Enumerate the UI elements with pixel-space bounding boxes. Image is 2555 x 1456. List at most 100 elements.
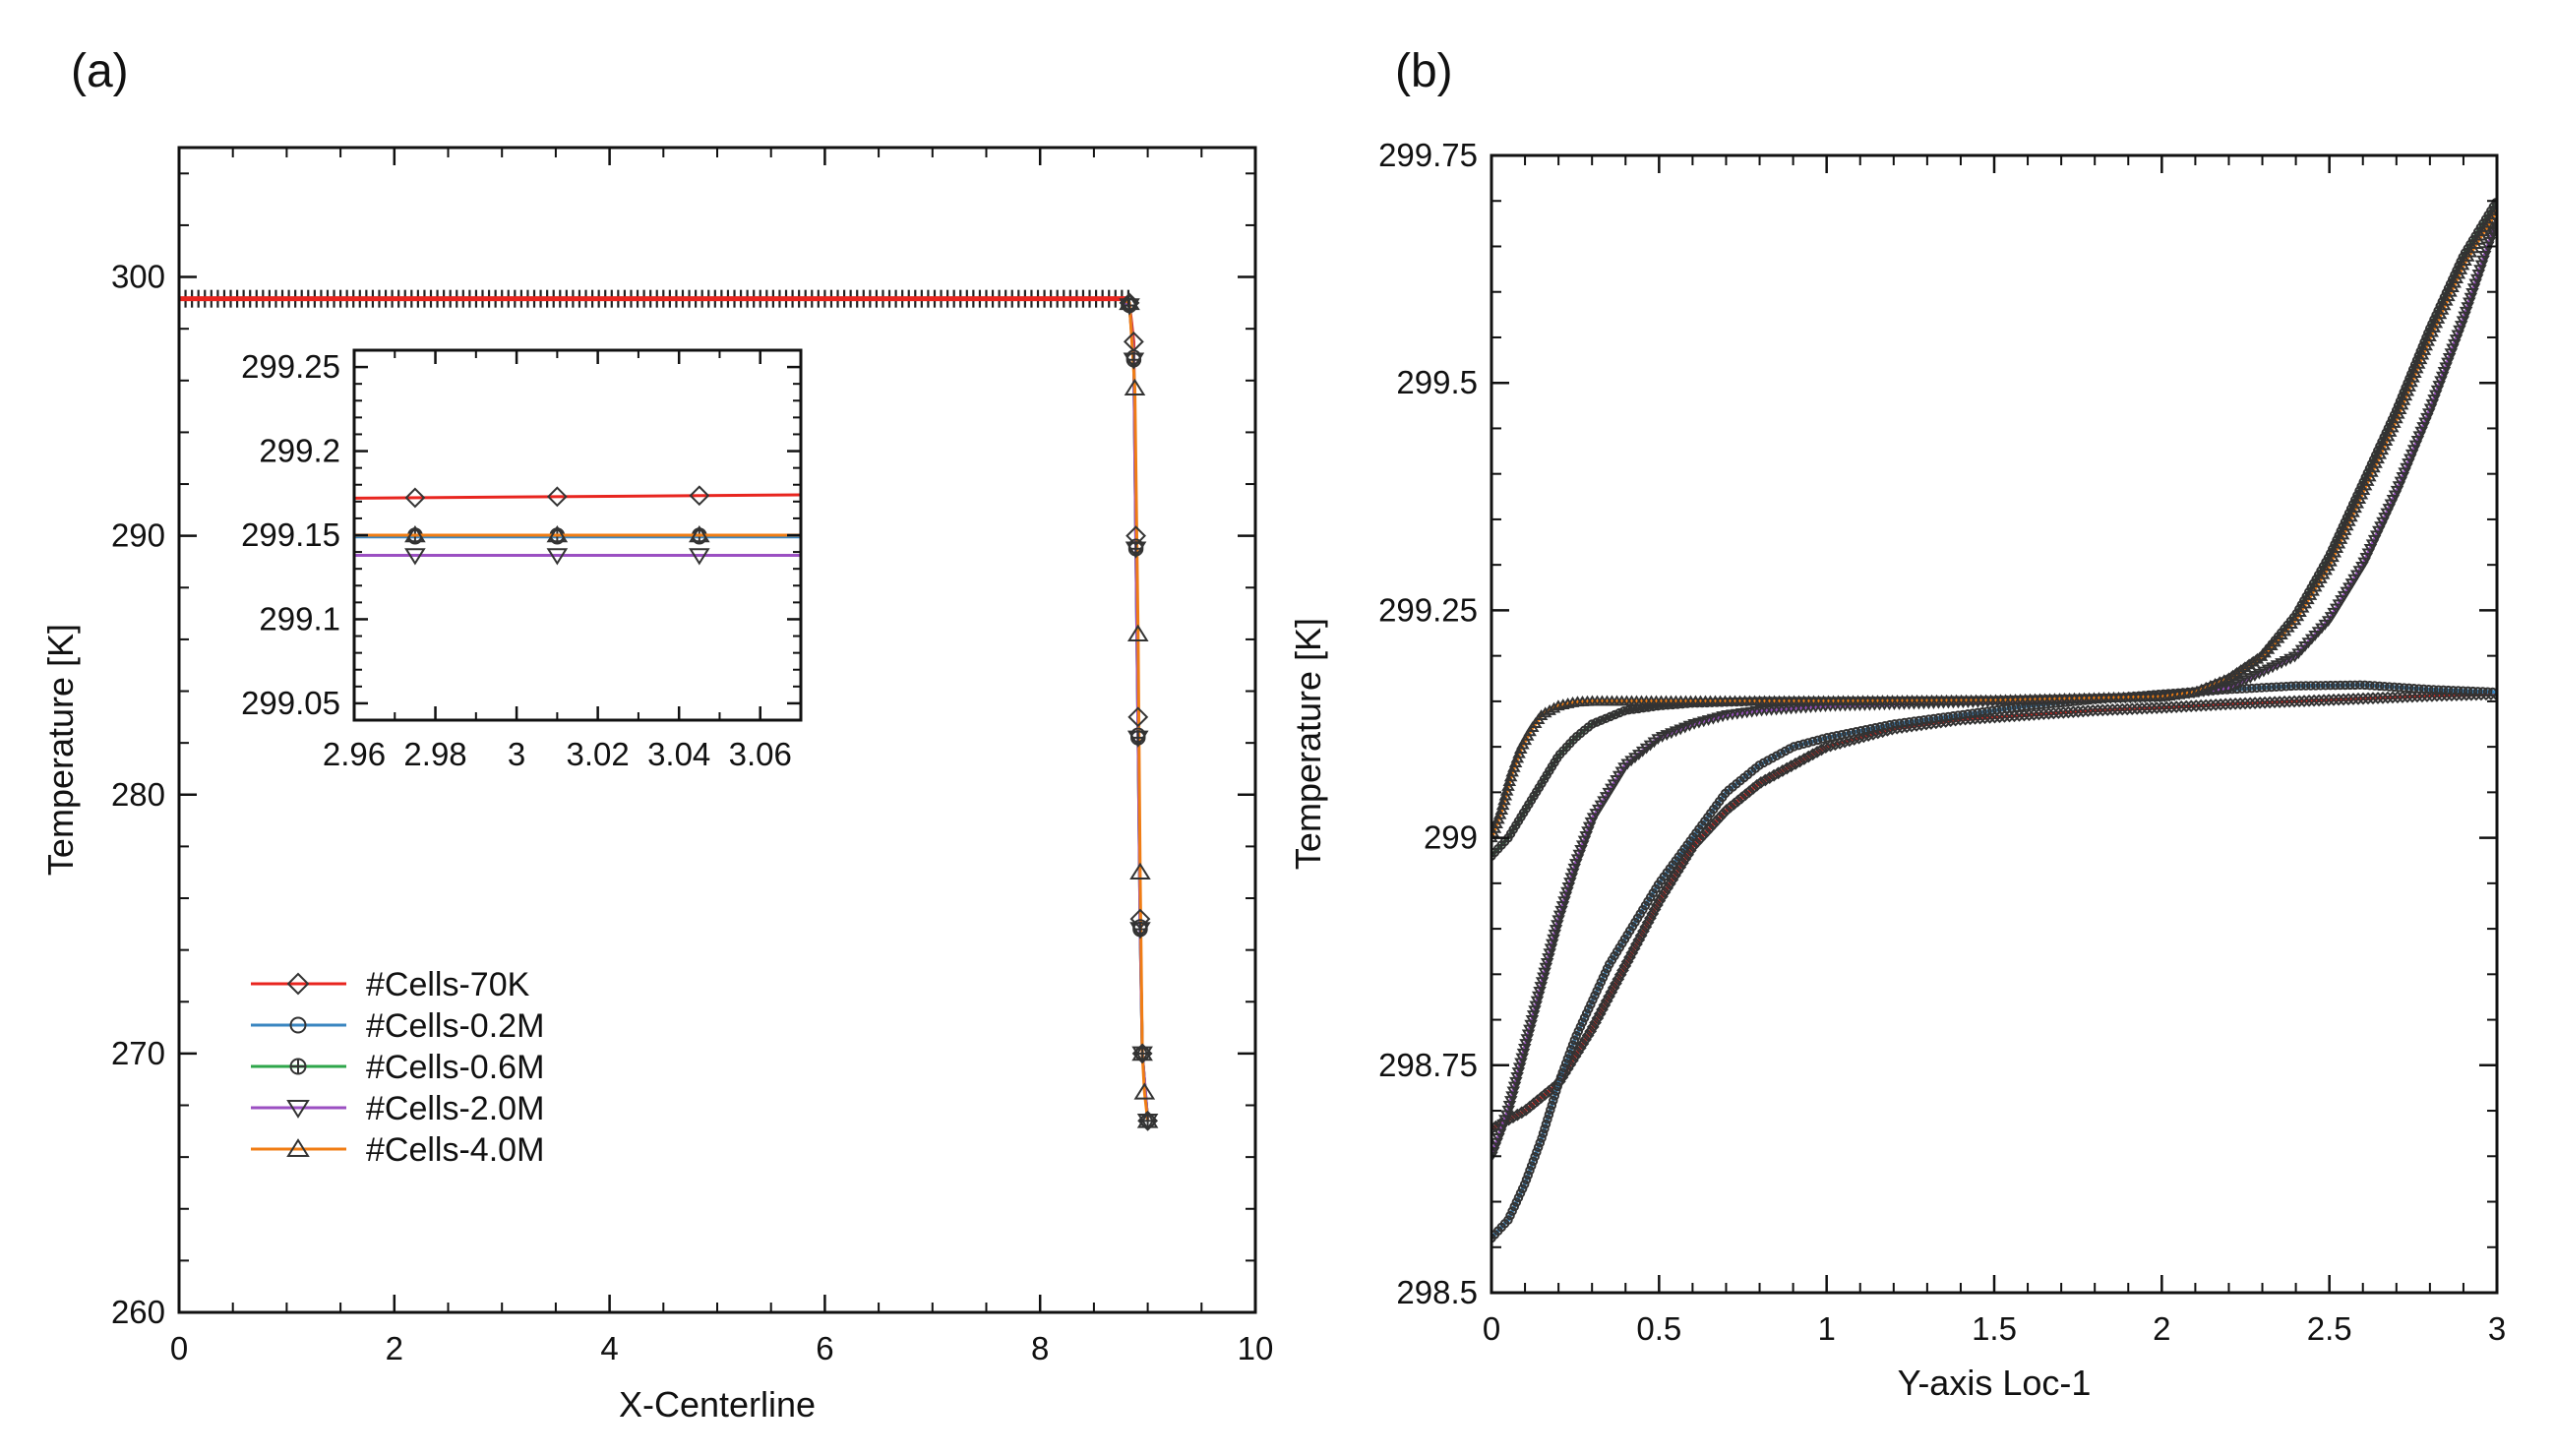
panel-b-marker-cells-70k (2307, 694, 2321, 707)
panel-b-marker-cells-70k (2405, 690, 2419, 703)
panel-b-marker-cells-0-2m (1588, 995, 1598, 1005)
panel-b-marker-cells-0-2m (2433, 685, 2444, 695)
inset-x-tick-label: 2.98 (403, 736, 466, 772)
panel-b-y-tick-label: 299.25 (1378, 591, 1478, 628)
panel-b-marker-cells-70k (1734, 791, 1748, 805)
panel-b-marker-cells-70k (2204, 698, 2218, 712)
legend-label: #Cells-2.0M (366, 1090, 544, 1127)
panel-b-marker-cells-0-2m (1904, 717, 1915, 727)
panel-b-marker-cells-70k (2028, 707, 2040, 721)
panel-b-plot-frame (1490, 153, 2499, 1295)
panel-b-marker-cells-70k (1814, 743, 1828, 757)
panel-b-marker-cells-0-2m (1953, 710, 1963, 720)
panel-b-marker-cells-0-2m (1562, 1054, 1573, 1063)
panel-b-marker-cells-4-0m (2246, 655, 2261, 667)
panel-b-marker-cells-70k (2209, 698, 2222, 711)
panel-b-marker-cells-70k (1666, 873, 1679, 886)
panel-a-x-tick-label: 0 (170, 1330, 188, 1366)
panel-b-marker-cells-4-0m (2221, 672, 2236, 684)
inset-y-tick-label: 299.05 (241, 685, 340, 721)
panel-b-marker-cells-0-2m (1532, 1147, 1542, 1157)
panel-b-x-axis-label: Y-axis Loc-1 (1898, 1363, 2092, 1403)
legend-item-cells-70k: #Cells-70K (251, 966, 530, 1003)
panel-b-marker-cells-0-2m (2408, 684, 2419, 694)
panel-b-marker-cells-0-2m (1513, 1192, 1524, 1203)
panel-b-label: (b) (1395, 45, 1453, 97)
panel-b-marker-cells-70k (2071, 704, 2085, 718)
panel-b-marker-cells-70k (2033, 707, 2045, 721)
panel-b-marker-cells-70k (2081, 704, 2095, 718)
panel-b-marker-cells-0-2m (2394, 682, 2404, 693)
panel-b-marker-cells-70k (1535, 1091, 1548, 1105)
panel-b-marker-cells-70k (2046, 706, 2060, 720)
panel-b-marker-cells-0-2m (2403, 683, 2414, 694)
panel-a-y-tick-label: 280 (111, 776, 165, 813)
panel-b-marker-cells-70k (2327, 693, 2341, 706)
panel-b-marker-cells-70k (2096, 703, 2109, 717)
panel-b-marker-cells-4-0m (2242, 658, 2256, 670)
panel-b-marker-cells-0-2m (1600, 968, 1611, 978)
panel-b-marker-cells-70k (2425, 689, 2439, 702)
panel-a-x-axis-label: X-Centerline (619, 1384, 816, 1425)
panel-b-marker-cells-0-2m (2272, 682, 2281, 692)
panel-b-marker-cells-70k (1767, 768, 1781, 782)
panel-b-marker-cells-0-2m (2463, 686, 2473, 697)
panel-b-marker-cells-0-2m (1521, 1175, 1532, 1184)
panel-b-marker-cells-70k (2287, 695, 2301, 708)
inset-marker-cells-70k (689, 485, 710, 507)
panel-b-marker-cells-0-2m (2252, 683, 2262, 694)
panel-b-marker-cells-70k (2386, 691, 2400, 704)
legend-label: #Cells-70K (366, 966, 530, 1003)
panel-b-marker-cells-70k (2199, 698, 2213, 712)
panel-b-marker-cells-0-2m (2423, 685, 2434, 695)
panel-a-marker-cells-2-0m (1123, 352, 1145, 370)
panel-b-marker-cells-70k (2115, 702, 2129, 716)
panel-b-marker-cells-70k (2337, 693, 2350, 706)
panel-b-marker-cells-0-2m (1567, 1040, 1578, 1050)
inset-series-cells-4-0m (354, 525, 801, 543)
panel-b-marker-cells-0-2m (2438, 685, 2449, 696)
panel-b-marker-cells-70k (1519, 1103, 1533, 1117)
panel-b-marker-cells-70k (2164, 700, 2178, 714)
panel-b-marker-cells-70k (1819, 741, 1833, 755)
panel-b-marker-cells-0-2m (1552, 1081, 1562, 1092)
panel-b-marker-cells-70k (1724, 800, 1737, 814)
panel-a-x-tick-label: 8 (1031, 1330, 1049, 1366)
panel-b-marker-cells-0-2m (1592, 986, 1602, 997)
panel-b-marker-cells-0-2m (1519, 1180, 1530, 1189)
panel-a-plateau-markers (179, 289, 1130, 308)
inset-x-tick-label: 3 (508, 736, 525, 772)
panel-b-marker-cells-0-2m (1540, 1123, 1550, 1134)
inset-marker-cells-70k (546, 486, 568, 508)
panel-b-marker-cells-0-2m (1789, 742, 1799, 752)
panel-b-marker-cells-70k (2056, 705, 2070, 719)
panel-b-marker-cells-0-2m (1528, 1156, 1539, 1167)
panel-a-y-tick-label: 260 (111, 1294, 165, 1330)
panel-b-marker-cells-0-2m (2257, 683, 2267, 693)
panel-b-marker-cells-70k (2376, 691, 2390, 704)
panel-a-marker-cells-4-0m (1126, 624, 1149, 641)
panel-b-marker-cells-70k (1750, 778, 1764, 792)
panel-b-marker-cells-0-2m (2482, 687, 2493, 697)
panel-b-x-tick-label: 0 (1483, 1310, 1500, 1347)
panel-b-marker-cells-0-2m (2291, 681, 2301, 691)
panel-b-chart: (b) 0 0.5 1 1.5 2 2.5 3 298.5 298.75 299 299.25 299… (1288, 45, 2506, 1403)
panel-b-marker-cells-70k (2282, 695, 2296, 708)
panel-b-marker-cells-70k (2179, 699, 2193, 713)
panel-b-marker-cells-0-2m (1909, 716, 1919, 726)
panel-b-marker-cells-0-2m (1977, 707, 1987, 717)
panel-b-marker-cells-70k (2223, 698, 2237, 711)
panel-b-marker-cells-70k (1658, 885, 1672, 899)
panel-b-marker-cells-0-2m (1579, 1012, 1590, 1023)
panel-b-marker-cells-0-2m (2301, 681, 2311, 691)
panel-b-marker-cells-70k (2297, 695, 2311, 707)
panel-b-marker-cells-70k (1653, 894, 1667, 907)
panel-b-marker-cells-0-2m (1538, 1128, 1549, 1138)
panel-b-x-tick-label: 3 (2488, 1310, 2506, 1347)
panel-b-marker-cells-0-2m (1794, 740, 1803, 751)
panel-b-marker-cells-70k (1576, 1037, 1590, 1051)
panel-b-marker-cells-70k (1801, 750, 1815, 763)
panel-b-marker-cells-70k (1746, 782, 1760, 795)
panel-a-y-tick-label: 270 (111, 1035, 165, 1071)
panel-a-x-tick-label: 10 (1238, 1330, 1274, 1366)
